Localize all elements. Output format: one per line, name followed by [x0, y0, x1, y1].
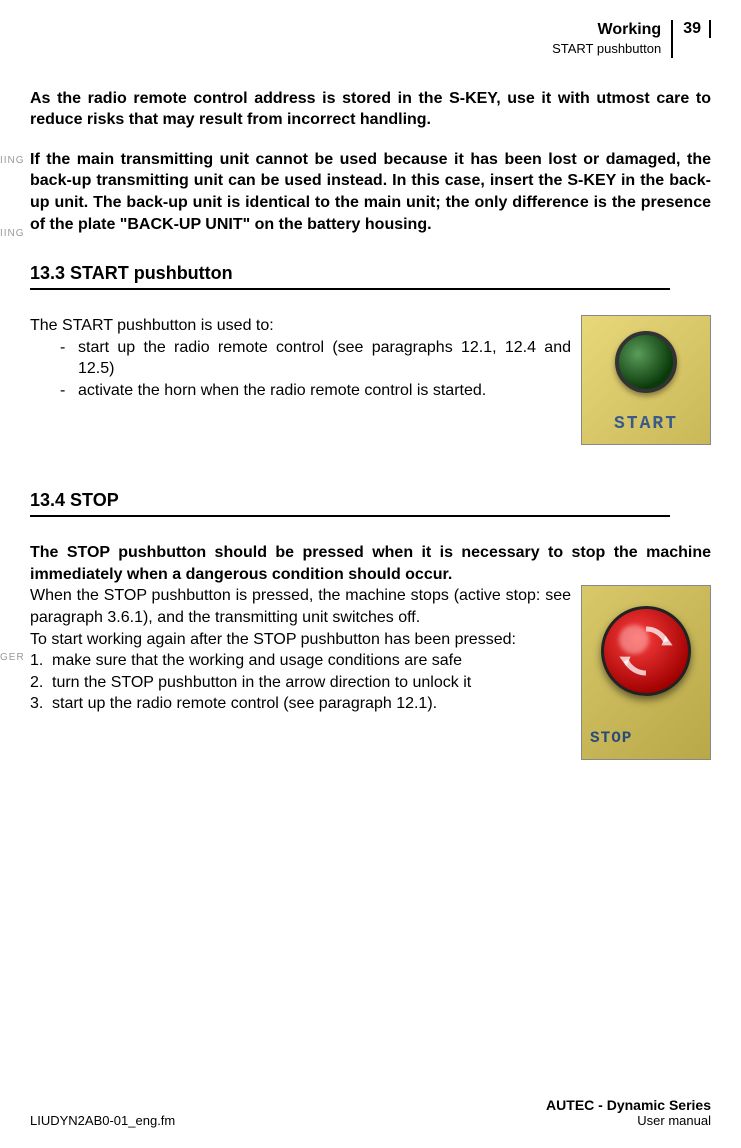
stop-text-block: When the STOP pushbutton is pressed, the… — [30, 585, 571, 760]
footer-doc-type: User manual — [546, 1113, 711, 1128]
stop-bold-intro: The STOP pushbutton should be pressed wh… — [30, 542, 711, 585]
start-intro-text: The START pushbutton is used to: — [30, 315, 571, 337]
stop-body-para-1: When the STOP pushbutton is pressed, the… — [30, 585, 571, 628]
stop-body-para-2: To start working again after the STOP pu… — [30, 629, 571, 651]
page-header: Working START pushbutton 39 — [30, 20, 711, 58]
page-number: 39 — [673, 20, 711, 38]
header-subsection-title: START pushbutton — [552, 41, 661, 58]
start-text-block: The START pushbutton is used to: start u… — [30, 315, 571, 445]
stop-content-row: When the STOP pushbutton is pressed, the… — [30, 585, 711, 760]
margin-warning-label-2: IING — [0, 228, 25, 239]
header-title-block: Working START pushbutton — [552, 20, 673, 58]
footer-brand: AUTEC - Dynamic Series — [546, 1097, 711, 1113]
stop-arrows-icon — [611, 616, 681, 686]
start-image-label: START — [582, 414, 710, 434]
stop-step-item: start up the radio remote control (see p… — [30, 693, 571, 715]
start-content-row: The START pushbutton is used to: start u… — [30, 315, 711, 445]
footer-right-block: AUTEC - Dynamic Series User manual — [546, 1097, 711, 1128]
stop-steps-list: make sure that the working and usage con… — [30, 650, 571, 715]
warning-paragraph-backup: If the main transmitting unit cannot be … — [30, 149, 711, 235]
start-bullet-list: start up the radio remote control (see p… — [30, 337, 571, 402]
section-heading-start: 13.3 START pushbutton — [30, 263, 670, 290]
header-section-title: Working — [552, 20, 661, 41]
page-footer: LIUDYN2AB0-01_eng.fm AUTEC - Dynamic Ser… — [30, 1097, 711, 1128]
start-button-image: START — [581, 315, 711, 445]
section-heading-stop: 13.4 STOP — [30, 490, 670, 517]
stop-button-image: STOP — [581, 585, 711, 760]
stop-image-label: STOP — [590, 729, 632, 747]
margin-danger-label: GER — [0, 652, 25, 663]
stop-step-item: turn the STOP pushbutton in the arrow di… — [30, 672, 571, 694]
margin-warning-label-1: IING — [0, 155, 25, 166]
start-bullet-item: start up the radio remote control (see p… — [60, 337, 571, 380]
start-bullet-item: activate the horn when the radio remote … — [60, 380, 571, 402]
footer-filename: LIUDYN2AB0-01_eng.fm — [30, 1113, 175, 1128]
warning-paragraph-skey: As the radio remote control address is s… — [30, 88, 711, 131]
stop-step-item: make sure that the working and usage con… — [30, 650, 571, 672]
